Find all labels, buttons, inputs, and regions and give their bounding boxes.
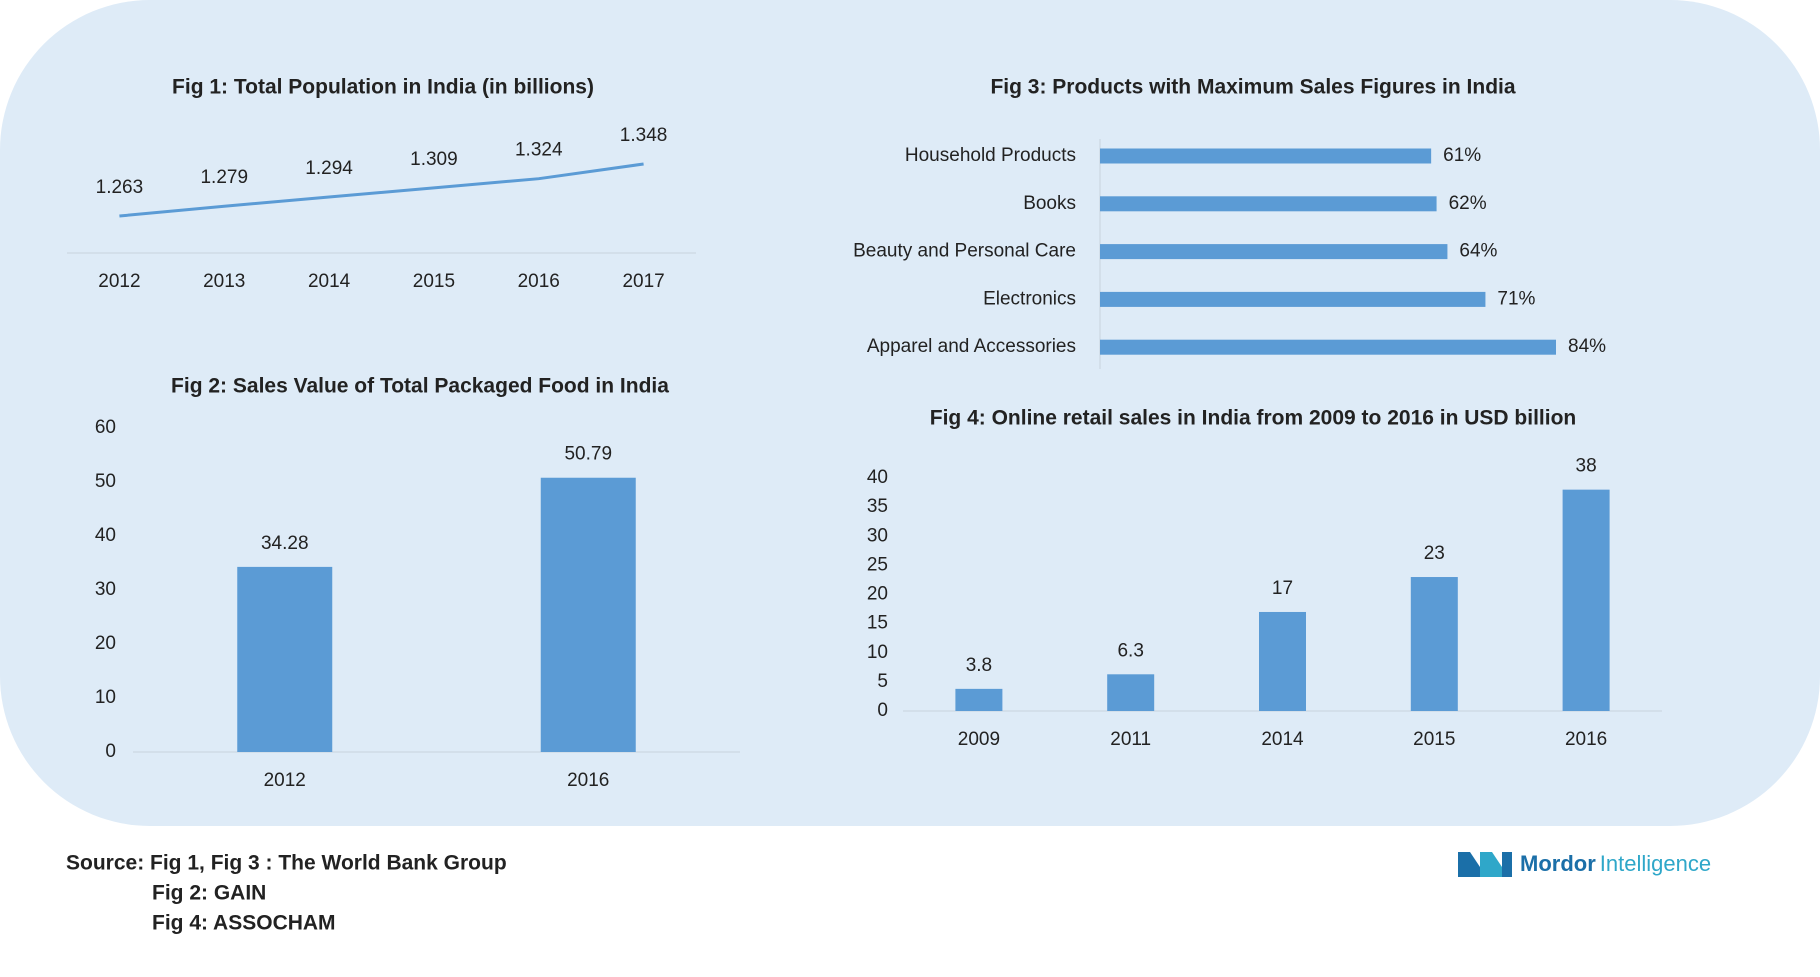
chart-title: Fig 3: Products with Maximum Sales Figur… — [990, 76, 1515, 99]
bar — [237, 566, 333, 752]
chart-title: Fig 2: Sales Value of Total Packaged Foo… — [171, 375, 669, 398]
source-line: Fig 4: ASSOCHAM — [152, 912, 336, 935]
bar — [1100, 196, 1437, 212]
bar — [1259, 611, 1306, 711]
y-tick-label: 10 — [867, 642, 888, 663]
source-line: Fig 2: GAIN — [152, 882, 266, 905]
bar — [540, 477, 636, 752]
logo-icon — [1480, 852, 1504, 877]
bar — [1410, 577, 1458, 711]
chart-title: Fig 1: Total Population in India (in bil… — [172, 76, 594, 99]
y-tick-label: Beauty and Personal Care — [853, 241, 1076, 262]
x-tick-label: 2012 — [264, 770, 306, 791]
data-label: 1.279 — [200, 167, 248, 188]
x-tick-label: 2015 — [1413, 729, 1455, 750]
y-tick-label: 25 — [867, 554, 888, 575]
y-tick-label: 50 — [95, 471, 116, 492]
y-tick-label: 5 — [877, 671, 888, 692]
y-tick-label: 40 — [867, 467, 888, 488]
logo: Mordor Intelligence — [1458, 851, 1711, 877]
x-tick-label: 2016 — [567, 770, 609, 791]
x-tick-label: 2015 — [413, 271, 455, 292]
bar — [1100, 244, 1448, 260]
y-tick-label: Electronics — [983, 288, 1076, 309]
data-label: 84% — [1568, 336, 1606, 357]
data-label: 62% — [1449, 193, 1487, 214]
y-tick-label: 10 — [95, 687, 116, 708]
logo-word: Mordor — [1520, 851, 1596, 876]
data-label: 50.79 — [564, 444, 612, 465]
bar — [1107, 674, 1155, 711]
y-tick-label: 30 — [867, 525, 888, 546]
y-tick-label: 30 — [95, 579, 116, 600]
logo-icon — [1502, 852, 1512, 877]
data-label: 61% — [1443, 145, 1481, 166]
data-label: 1.263 — [96, 177, 144, 198]
x-tick-label: 2013 — [203, 271, 245, 292]
x-tick-label: 2012 — [98, 271, 140, 292]
bar — [1100, 339, 1556, 355]
logo-word: Intelligence — [1600, 851, 1711, 876]
x-tick-label: 2014 — [1261, 729, 1304, 750]
logo-text: Mordor Intelligence — [1520, 851, 1711, 876]
x-tick-label: 2009 — [958, 729, 1000, 750]
y-tick-label: 40 — [95, 525, 116, 546]
data-label: 1.324 — [515, 140, 563, 161]
chart-title: Fig 4: Online retail sales in India from… — [930, 407, 1577, 430]
data-label: 1.294 — [305, 158, 353, 179]
data-label: 64% — [1459, 241, 1497, 262]
data-label: 38 — [1576, 456, 1597, 477]
bar — [955, 688, 1003, 711]
x-tick-label: 2014 — [308, 271, 351, 292]
y-tick-label: Household Products — [905, 145, 1076, 166]
y-tick-label: 20 — [95, 633, 116, 654]
y-tick-label: 0 — [105, 741, 116, 762]
bar — [1100, 291, 1486, 307]
y-tick-label: 0 — [877, 700, 888, 721]
x-tick-label: 2011 — [1110, 729, 1151, 750]
bar — [1562, 489, 1610, 711]
x-tick-label: 2017 — [622, 271, 664, 292]
bar — [1100, 148, 1432, 164]
data-label: 71% — [1497, 288, 1535, 309]
line-series — [119, 162, 644, 218]
data-label: 34.28 — [261, 533, 309, 554]
data-label: 23 — [1424, 543, 1445, 564]
y-tick-label: 60 — [95, 417, 116, 438]
y-tick-label: Books — [1023, 193, 1076, 214]
y-tick-label: 35 — [867, 496, 888, 517]
x-tick-label: 2016 — [518, 271, 560, 292]
y-tick-label: Apparel and Accessories — [867, 336, 1076, 357]
x-tick-label: 2016 — [1565, 729, 1607, 750]
y-tick-label: 15 — [867, 613, 888, 634]
source-line: Source: Fig 1, Fig 3 : The World Bank Gr… — [66, 852, 507, 875]
logo-icon — [1458, 852, 1482, 877]
data-label: 1.309 — [410, 149, 458, 170]
data-label: 17 — [1272, 578, 1293, 599]
y-tick-label: 20 — [867, 584, 888, 605]
data-label: 3.8 — [966, 655, 992, 676]
data-label: 6.3 — [1117, 640, 1143, 661]
data-label: 1.348 — [620, 125, 668, 146]
